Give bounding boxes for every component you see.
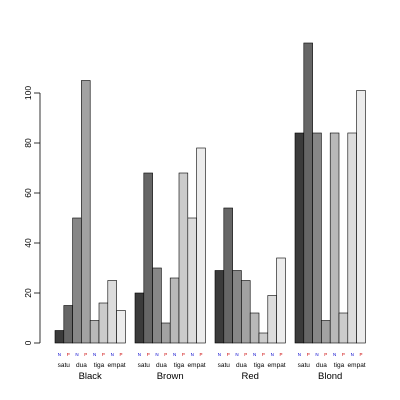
y-tick-label: 100	[23, 86, 33, 100]
sub-label-dua: dua	[156, 362, 167, 369]
np-label: P	[119, 352, 122, 357]
bar-brown-tiga-N	[169, 277, 180, 344]
np-label: N	[315, 352, 318, 357]
group-label-blond: Blond	[318, 371, 342, 382]
np-label: N	[235, 352, 238, 357]
bars	[54, 42, 366, 344]
bar-black-empat-P	[116, 310, 126, 344]
sub-label-empat: empat	[348, 362, 366, 369]
bar-red-satu-N	[214, 270, 225, 344]
bar-blond-satu-P	[303, 42, 313, 344]
bar-brown-satu-N	[134, 292, 145, 344]
np-label: P	[227, 352, 230, 357]
sub-labels: satu dua tiga empat satu dua tiga empat satu dua t…	[58, 362, 366, 369]
np-label: P	[279, 352, 282, 357]
sub-label-empat: empat	[268, 362, 286, 369]
np-label: P	[359, 352, 362, 357]
bar-red-empat-N	[267, 295, 277, 344]
bar-black-satu-P	[63, 305, 73, 344]
np-label: P	[199, 352, 202, 357]
np-label: N	[111, 352, 114, 357]
sub-label-satu: satu	[58, 362, 71, 369]
np-label: P	[102, 352, 105, 357]
bar-blond-empat-N	[347, 132, 357, 344]
np-label: N	[138, 352, 141, 357]
np-label: N	[351, 352, 354, 357]
bar-black-empat-N	[107, 280, 117, 344]
bar-blond-tiga-N	[329, 132, 340, 344]
np-label: N	[253, 352, 256, 357]
np-label: N	[191, 352, 194, 357]
np-label: N	[173, 352, 176, 357]
sub-label-tiga: tiga	[254, 362, 265, 369]
np-label: N	[93, 352, 96, 357]
y-axis: 0 20 40 60 80 100	[23, 86, 41, 345]
bar-red-dua-N	[232, 270, 242, 344]
bar-brown-empat-N	[187, 217, 197, 344]
np-label: N	[218, 352, 221, 357]
bar-brown-dua-N	[152, 267, 162, 344]
bar-blond-dua-N	[312, 132, 322, 344]
np-label: P	[67, 352, 70, 357]
np-label: P	[324, 352, 327, 357]
np-label: P	[262, 352, 265, 357]
bar-black-dua-P	[81, 80, 91, 344]
bar-black-dua-N	[72, 217, 82, 344]
bar-brown-satu-P	[143, 172, 153, 344]
bar-red-tiga-P	[258, 332, 269, 344]
np-label: P	[244, 352, 247, 357]
sub-label-dua: dua	[236, 362, 247, 369]
bar-black-tiga-P	[98, 302, 109, 344]
bar-black-satu-N	[54, 330, 65, 344]
np-label: P	[342, 352, 345, 357]
bar-red-empat-P	[276, 257, 286, 344]
y-tick-label: 40	[23, 238, 33, 248]
group-label-red: Red	[241, 371, 258, 382]
bar-blond-tiga-P	[338, 312, 349, 344]
bar-brown-empat-P	[196, 147, 206, 344]
np-label: P	[307, 352, 310, 357]
bar-blond-empat-P	[356, 90, 366, 344]
np-label: P	[182, 352, 185, 357]
np-label: N	[58, 352, 61, 357]
np-label: P	[84, 352, 87, 357]
np-label: P	[164, 352, 167, 357]
sub-label-satu: satu	[298, 362, 311, 369]
bar-red-satu-P	[223, 207, 233, 344]
np-label: N	[155, 352, 158, 357]
bar-blond-dua-P	[321, 320, 331, 344]
bar-red-dua-P	[241, 280, 251, 344]
bar-black-tiga-N	[89, 320, 100, 344]
bar-red-tiga-N	[249, 312, 260, 344]
y-tick-label: 60	[23, 188, 33, 198]
np-label: P	[147, 352, 150, 357]
sub-label-dua: dua	[316, 362, 327, 369]
sub-label-dua: dua	[76, 362, 87, 369]
sub-label-tiga: tiga	[94, 362, 105, 369]
bar-brown-dua-P	[161, 322, 171, 344]
sub-label-empat: empat	[108, 362, 126, 369]
sub-label-satu: satu	[218, 362, 231, 369]
y-tick-label: 0	[23, 340, 33, 345]
sub-label-tiga: tiga	[174, 362, 185, 369]
np-label: N	[298, 352, 301, 357]
np-label: N	[333, 352, 336, 357]
group-labels: Black Brown Red Blond	[79, 371, 343, 382]
np-label: N	[271, 352, 274, 357]
sub-label-tiga: tiga	[334, 362, 345, 369]
sub-label-satu: satu	[138, 362, 151, 369]
sub-label-empat: empat	[188, 362, 206, 369]
bar-brown-tiga-P	[178, 172, 189, 344]
bar-blond-satu-N	[294, 132, 305, 344]
group-label-black: Black	[79, 371, 102, 382]
group-label-brown: Brown	[157, 371, 184, 382]
y-tick-label: 20	[23, 288, 33, 298]
np-label: N	[75, 352, 78, 357]
y-tick-label: 80	[23, 138, 33, 148]
